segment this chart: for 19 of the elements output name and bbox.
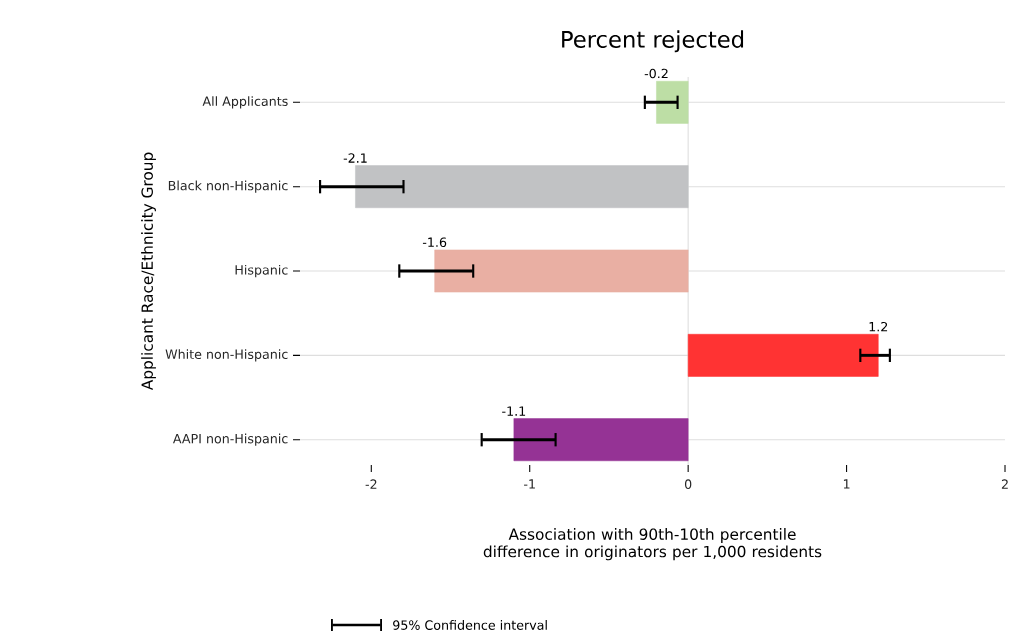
x-tick-label: -2 [365,479,377,489]
data-label: 1.2 [869,321,888,332]
x-tick-label: 0 [684,479,692,489]
data-label: -1.6 [422,237,447,247]
y-tick-label: AAPI non-Hispanic [172,433,288,446]
y-tick-label: All Applicants [202,96,288,109]
x-tick-label: 2 [1001,479,1008,489]
data-label: -2.1 [343,153,367,163]
y-tick-label: Hispanic [235,264,288,278]
x-tick-label: 1 [843,479,850,489]
x-tick-label: -1 [524,479,535,489]
data-label: -0.2 [644,68,668,79]
y-axis-title: Applicant Race/Ethnicity Group [141,152,156,391]
y-tick-label: White non-Hispanic [165,349,288,362]
text: 95% Confidence interval [393,620,547,630]
x-axis-title: Association with 90th-10th percentile difference in originators per 1,000 residents [483,528,822,561]
y-tick-label: Black non-Hispanic [168,180,288,193]
chart-title: Percent rejected [562,30,744,53]
data-label: -1.1 [502,406,526,416]
